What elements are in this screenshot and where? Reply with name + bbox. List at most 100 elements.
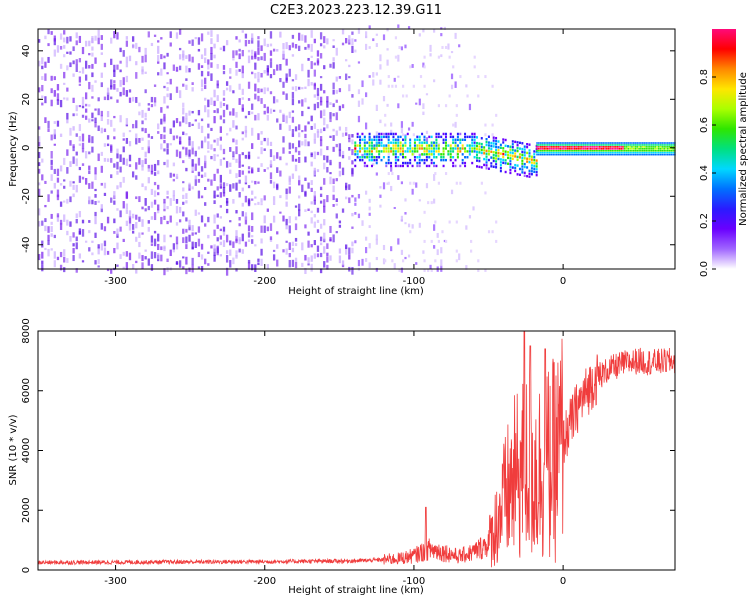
noise-point bbox=[185, 236, 188, 244]
noise-point bbox=[207, 64, 210, 70]
noise-point bbox=[229, 260, 232, 268]
noise-point bbox=[387, 172, 390, 176]
band-point bbox=[428, 135, 431, 139]
band-point bbox=[616, 146, 619, 148]
band-point bbox=[584, 153, 587, 156]
noise-point bbox=[188, 149, 191, 157]
noise-point bbox=[326, 100, 329, 108]
band-point bbox=[526, 166, 529, 169]
noise-point bbox=[425, 183, 429, 189]
band-point bbox=[631, 149, 633, 152]
noise-point bbox=[402, 133, 405, 137]
noise-point bbox=[222, 182, 226, 188]
noise-point bbox=[247, 185, 251, 189]
noise-point bbox=[213, 229, 216, 236]
noise-point bbox=[351, 31, 354, 35]
noise-point bbox=[216, 186, 219, 191]
noise-point bbox=[436, 249, 439, 256]
band-point bbox=[663, 149, 665, 152]
band-point bbox=[618, 146, 621, 148]
noise-point bbox=[247, 232, 251, 238]
snr-line bbox=[37, 330, 676, 568]
noise-point bbox=[197, 63, 201, 70]
noise-point bbox=[272, 196, 276, 202]
noise-point bbox=[298, 86, 301, 90]
noise-point bbox=[144, 198, 147, 206]
noise-point bbox=[326, 96, 329, 103]
noise-point bbox=[326, 155, 329, 163]
noise-point bbox=[332, 57, 335, 62]
noise-point bbox=[175, 242, 179, 250]
band-point bbox=[459, 141, 462, 144]
noise-point bbox=[375, 256, 378, 261]
noise-point bbox=[125, 118, 129, 126]
band-point bbox=[406, 147, 409, 150]
band-point bbox=[577, 146, 580, 148]
noise-point bbox=[131, 230, 135, 234]
noise-point bbox=[163, 55, 166, 59]
noise-point bbox=[319, 110, 323, 119]
band-point bbox=[570, 144, 572, 146]
noise-point bbox=[291, 241, 295, 247]
band-point bbox=[668, 146, 671, 148]
noise-point bbox=[257, 181, 260, 184]
band-point bbox=[430, 153, 433, 156]
noise-point bbox=[66, 167, 69, 174]
noise-point bbox=[153, 84, 157, 87]
noise-point bbox=[116, 170, 119, 175]
band-point bbox=[631, 151, 633, 154]
noise-point bbox=[84, 92, 88, 100]
band-point bbox=[475, 141, 478, 145]
band-point bbox=[600, 148, 603, 150]
band-point bbox=[418, 156, 421, 159]
noise-point bbox=[348, 184, 351, 190]
band-point bbox=[561, 148, 563, 150]
noise-point bbox=[229, 169, 232, 174]
noise-point bbox=[207, 133, 210, 139]
noise-point bbox=[188, 267, 191, 272]
band-point bbox=[392, 144, 395, 147]
noise-point bbox=[269, 149, 273, 158]
noise-point bbox=[207, 59, 210, 65]
noise-point bbox=[63, 256, 66, 263]
noise-point bbox=[288, 259, 291, 268]
noise-point bbox=[411, 121, 414, 127]
band-point bbox=[363, 138, 366, 141]
band-point bbox=[444, 147, 447, 150]
band-point bbox=[607, 153, 610, 156]
band-point bbox=[511, 143, 514, 146]
noise-point bbox=[304, 190, 307, 197]
noise-point bbox=[157, 131, 160, 134]
noise-point bbox=[81, 105, 85, 109]
band-point bbox=[368, 156, 371, 159]
noise-point bbox=[69, 51, 72, 55]
band-point bbox=[504, 153, 507, 156]
band-point bbox=[643, 142, 646, 144]
noise-point bbox=[185, 244, 188, 250]
noise-point bbox=[244, 125, 248, 133]
noise-point bbox=[175, 149, 179, 157]
noise-point bbox=[241, 72, 244, 79]
x-tick-label: -300 bbox=[104, 276, 127, 287]
noise-point bbox=[323, 162, 326, 170]
noise-point bbox=[110, 85, 113, 90]
noise-point bbox=[119, 166, 122, 173]
noise-point bbox=[316, 229, 320, 233]
band-point bbox=[361, 147, 364, 150]
noise-point bbox=[354, 240, 357, 244]
noise-point bbox=[247, 98, 251, 101]
noise-point bbox=[78, 166, 82, 171]
noise-point bbox=[375, 104, 378, 111]
noise-point bbox=[282, 147, 285, 154]
band-point bbox=[440, 156, 443, 159]
noise-point bbox=[425, 137, 429, 144]
noise-point bbox=[440, 259, 443, 267]
band-point bbox=[473, 138, 476, 141]
band-point bbox=[370, 144, 373, 147]
noise-point bbox=[298, 175, 301, 181]
band-point bbox=[541, 146, 544, 148]
noise-point bbox=[197, 238, 201, 247]
band-point bbox=[423, 147, 426, 150]
noise-point bbox=[384, 259, 387, 263]
band-point bbox=[485, 152, 488, 155]
